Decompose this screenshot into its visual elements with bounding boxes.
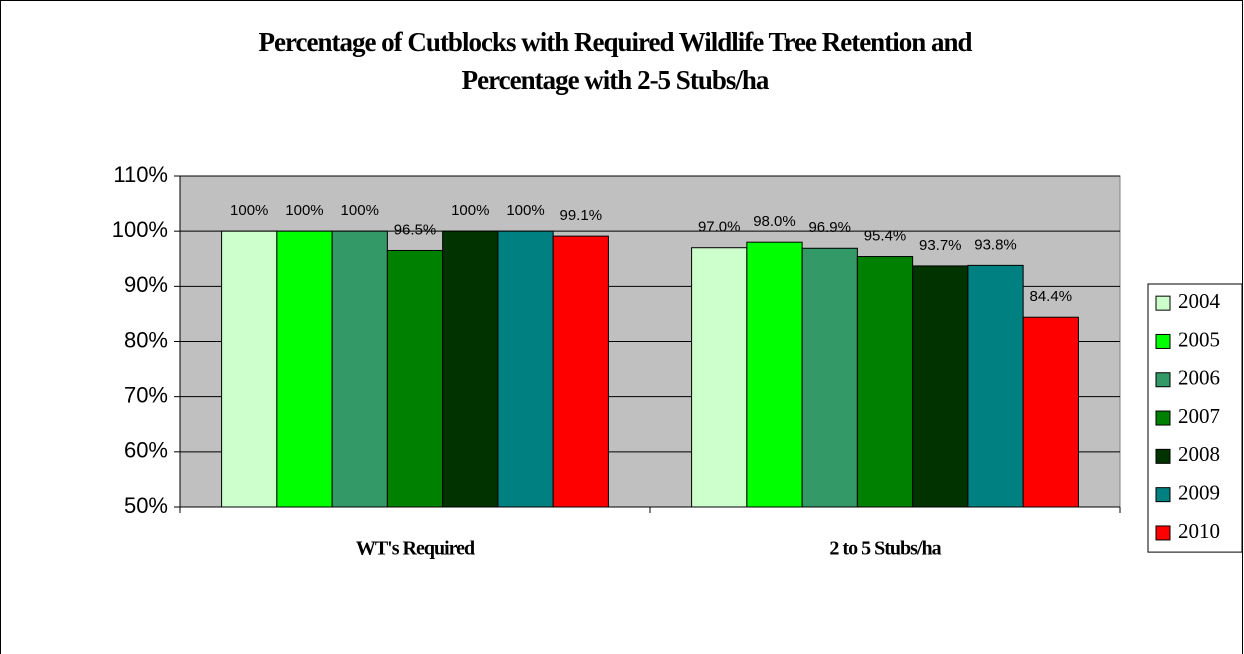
legend-label: 2007 xyxy=(1178,404,1220,428)
legend-label: 2010 xyxy=(1178,519,1220,543)
legend-swatch xyxy=(1155,487,1171,503)
legend-swatch xyxy=(1155,525,1171,541)
value-label: 100% xyxy=(451,202,489,219)
y-tick-label: 70% xyxy=(124,382,168,407)
bar xyxy=(746,241,803,508)
legend-swatch xyxy=(1155,372,1171,388)
legend-box xyxy=(1147,283,1243,553)
value-label: 100% xyxy=(285,202,323,219)
value-label: 93.7% xyxy=(919,237,962,254)
bar xyxy=(691,247,748,508)
bar xyxy=(221,230,278,508)
value-label: 99.1% xyxy=(560,207,603,224)
bar xyxy=(331,230,388,508)
chart-title: Percentage with 2-5 Stubs/ha xyxy=(462,65,770,95)
y-tick-label: 80% xyxy=(124,327,168,352)
y-tick-label: 110% xyxy=(113,162,168,187)
bar xyxy=(912,265,969,508)
legend-label: 2004 xyxy=(1178,289,1221,313)
bar xyxy=(856,256,914,508)
y-tick-label: 90% xyxy=(124,272,168,297)
value-label: 93.8% xyxy=(974,236,1017,253)
bar xyxy=(276,230,333,508)
legend-swatch xyxy=(1155,295,1171,311)
legend-label: 2005 xyxy=(1178,327,1220,351)
bar xyxy=(497,230,554,508)
legend-label: 2008 xyxy=(1178,442,1220,466)
legend-swatch xyxy=(1155,333,1171,349)
value-label: 100% xyxy=(506,202,544,219)
legend-swatch xyxy=(1155,410,1171,426)
bar xyxy=(442,230,499,508)
y-tick-label: 60% xyxy=(124,438,168,463)
value-label: 97.0% xyxy=(698,219,741,236)
value-label: 95.4% xyxy=(864,228,907,245)
x-tick-label: WT's Required xyxy=(356,538,475,560)
bar xyxy=(801,247,858,508)
value-label: 96.9% xyxy=(808,219,851,236)
y-tick-label: 100% xyxy=(112,217,168,242)
value-label: 100% xyxy=(230,202,268,219)
legend-label: 2006 xyxy=(1178,366,1220,390)
chart-title: Percentage of Cutblocks with Required Wi… xyxy=(259,27,973,57)
bar xyxy=(1022,316,1079,508)
x-tick-label: 2 to 5 Stubs/ha xyxy=(829,538,941,560)
y-tick-label: 50% xyxy=(124,493,168,518)
bar xyxy=(386,249,444,508)
value-label: 98.0% xyxy=(753,213,796,230)
legend-swatch xyxy=(1155,448,1171,464)
bar xyxy=(552,235,609,508)
legend-label: 2009 xyxy=(1178,480,1220,504)
value-label: 100% xyxy=(341,202,379,219)
value-label: 96.5% xyxy=(394,221,437,238)
bar xyxy=(967,264,1024,508)
value-label: 84.4% xyxy=(1030,288,1073,305)
